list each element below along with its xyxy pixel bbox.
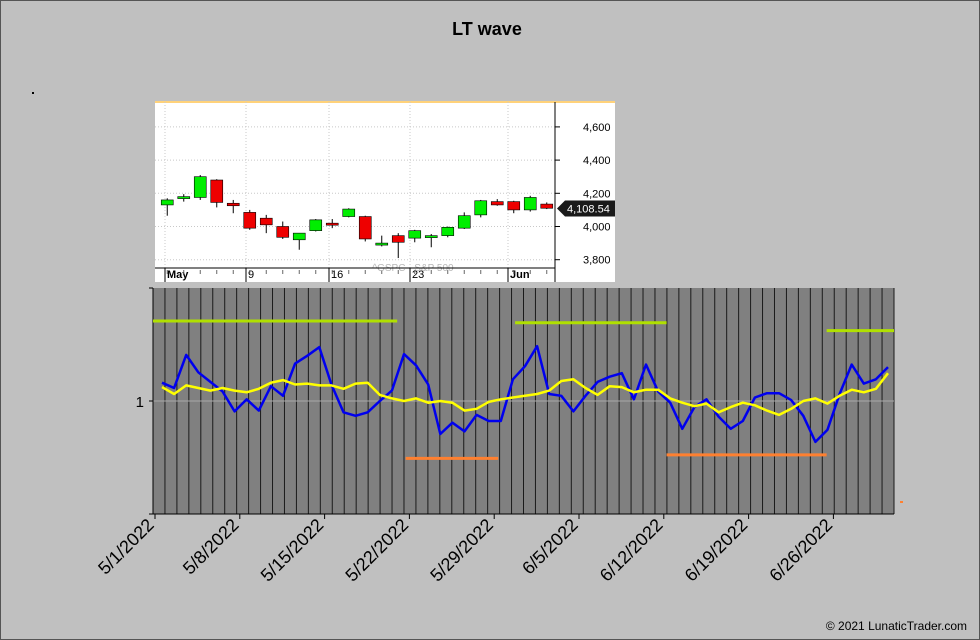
candle-body [210,179,224,203]
candle-body [160,199,174,206]
candle-body [408,230,422,239]
price-tick-label: 4,200 [583,188,611,200]
candle-body [441,227,455,236]
price-tick-label: 3,800 [583,255,611,267]
candle-body [424,235,438,238]
wave-x-tick-label: 5/15/2022 [257,515,328,586]
candle-body [342,208,356,217]
chart-title: LT wave [452,19,522,39]
candle-body [457,215,471,229]
price-panel-bg [155,102,615,282]
wave-y-tick-label: 1 [136,394,144,411]
wave-line [161,344,889,444]
candle-body [259,217,273,226]
price-tick-label: 4,600 [583,122,611,134]
candle-body [490,201,504,206]
wave-x-tick-label: 5/29/2022 [426,515,497,586]
price-tick-label: 4,000 [583,222,611,234]
wave-x-tick-label: 6/19/2022 [681,515,752,586]
wave-x-tick-label: 5/1/2022 [94,515,158,579]
candle-body [226,202,240,207]
candle-body [276,226,290,238]
candle-body [540,203,554,209]
wave-x-tick-label: 6/26/2022 [765,515,836,586]
wave-x-tick-label: 6/12/2022 [596,515,667,586]
candle-body [375,242,389,246]
last-value-tag [557,200,615,217]
smoothed-wave-line [161,372,889,417]
wave-x-tick-label: 5/8/2022 [179,515,243,579]
candle-body [243,212,257,229]
price-x-tick-label: 16 [331,269,343,281]
price-tick-label: 4,400 [583,155,611,167]
candle-body [391,235,405,243]
price-x-tick-label: 9 [248,269,254,281]
wave-x-tick-label: 6/5/2022 [518,515,582,579]
copyright-text: © 2021 LunaticTrader.com [825,619,967,633]
price-x-tick-label: Jun [510,269,530,281]
marker-dot [32,92,34,94]
marker-dot-orange [900,501,903,503]
candle-body [325,222,339,226]
candle-body [507,201,521,211]
wave-panel: 1 5/1/2022 5/8/2022 5/15/2022 5/22/2022 5/29/… [94,287,895,586]
price-x-tick-label: May [167,269,189,281]
candle-body [474,200,488,216]
candle-body [292,232,306,241]
candle-body [309,219,323,231]
wave-x-tick-label: 5/22/2022 [341,515,412,586]
candle-body [523,197,537,211]
candle-body [193,176,207,198]
last-value-label: 4,108.54 [567,203,610,215]
candle-body [358,216,372,240]
candle-body [177,196,191,199]
